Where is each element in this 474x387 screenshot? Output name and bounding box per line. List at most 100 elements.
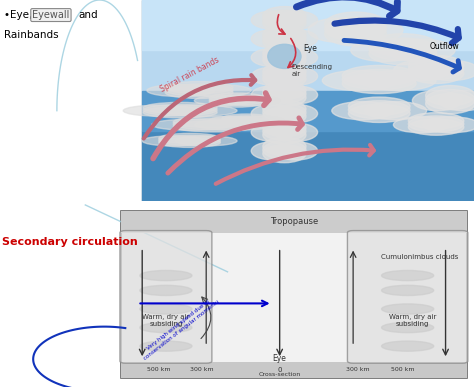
Ellipse shape	[263, 44, 306, 62]
Ellipse shape	[263, 104, 306, 122]
Ellipse shape	[382, 271, 434, 281]
Ellipse shape	[173, 116, 254, 128]
Ellipse shape	[159, 135, 220, 146]
Ellipse shape	[341, 18, 403, 42]
Ellipse shape	[409, 116, 464, 132]
Ellipse shape	[222, 118, 271, 127]
Ellipse shape	[210, 95, 264, 105]
Text: 300 km: 300 km	[190, 367, 213, 372]
Ellipse shape	[274, 67, 318, 85]
Ellipse shape	[274, 48, 318, 67]
Ellipse shape	[387, 39, 455, 62]
Ellipse shape	[263, 85, 306, 103]
Text: Cumulonimbus clouds: Cumulonimbus clouds	[381, 254, 458, 260]
Ellipse shape	[224, 96, 280, 106]
Ellipse shape	[175, 136, 237, 146]
Ellipse shape	[251, 11, 294, 29]
Ellipse shape	[351, 39, 419, 62]
Bar	[0, 0, 142, 201]
Ellipse shape	[263, 66, 306, 84]
Ellipse shape	[423, 60, 474, 80]
Ellipse shape	[382, 341, 434, 351]
Ellipse shape	[143, 104, 217, 116]
Ellipse shape	[342, 74, 416, 94]
Ellipse shape	[222, 116, 271, 125]
Ellipse shape	[251, 86, 294, 104]
Ellipse shape	[194, 96, 250, 106]
Ellipse shape	[140, 341, 192, 351]
Ellipse shape	[263, 89, 306, 107]
Text: Very high wind speed due to
conservation of angular momentu: Very high wind speed due to conservation…	[140, 294, 220, 361]
Ellipse shape	[393, 60, 449, 80]
Text: Eye: Eye	[273, 354, 287, 363]
Text: Eyewall: Eyewall	[32, 10, 70, 20]
Ellipse shape	[140, 304, 192, 314]
Ellipse shape	[274, 30, 318, 48]
Ellipse shape	[322, 70, 396, 91]
Bar	[142, 131, 474, 201]
Ellipse shape	[423, 117, 474, 133]
Text: Warm, dry air
subsiding: Warm, dry air subsiding	[389, 313, 436, 327]
Bar	[142, 91, 474, 131]
Bar	[121, 211, 467, 233]
Ellipse shape	[263, 141, 306, 159]
Ellipse shape	[235, 116, 284, 125]
Ellipse shape	[263, 100, 306, 118]
Ellipse shape	[210, 93, 264, 103]
Ellipse shape	[365, 102, 427, 120]
Text: Warm, dry air
subsiding: Warm, dry air subsiding	[142, 313, 190, 327]
Ellipse shape	[263, 25, 306, 43]
Bar	[142, 0, 474, 201]
Ellipse shape	[263, 137, 306, 156]
Ellipse shape	[183, 84, 251, 97]
Ellipse shape	[165, 84, 233, 96]
Text: and: and	[78, 10, 98, 20]
Bar	[142, 0, 474, 50]
Ellipse shape	[342, 69, 416, 89]
Ellipse shape	[251, 104, 294, 123]
Ellipse shape	[159, 137, 220, 147]
Ellipse shape	[147, 84, 215, 97]
Ellipse shape	[165, 82, 233, 94]
Ellipse shape	[325, 22, 386, 46]
Ellipse shape	[140, 271, 192, 281]
Ellipse shape	[348, 104, 410, 122]
Ellipse shape	[409, 119, 464, 135]
Text: Cross-section: Cross-section	[258, 372, 301, 377]
Ellipse shape	[195, 119, 275, 130]
Ellipse shape	[263, 122, 306, 140]
Ellipse shape	[210, 97, 264, 107]
Ellipse shape	[152, 119, 232, 130]
Ellipse shape	[263, 51, 306, 69]
Text: Descending
air: Descending air	[292, 64, 332, 77]
Ellipse shape	[163, 105, 237, 116]
Ellipse shape	[274, 11, 318, 29]
Ellipse shape	[426, 94, 474, 114]
Text: Eye: Eye	[303, 44, 317, 53]
Ellipse shape	[409, 59, 464, 79]
FancyBboxPatch shape	[347, 231, 468, 363]
Ellipse shape	[369, 38, 437, 60]
Text: Spiral rain bands: Spiral rain bands	[159, 55, 220, 94]
Ellipse shape	[263, 48, 306, 66]
Ellipse shape	[140, 285, 192, 296]
Ellipse shape	[263, 33, 306, 51]
Ellipse shape	[140, 322, 192, 333]
Ellipse shape	[308, 18, 370, 42]
Ellipse shape	[143, 107, 217, 118]
Ellipse shape	[263, 63, 306, 81]
Ellipse shape	[263, 29, 306, 47]
Ellipse shape	[332, 102, 393, 120]
Text: 0: 0	[277, 367, 282, 373]
Ellipse shape	[263, 107, 306, 125]
Ellipse shape	[251, 48, 294, 67]
Ellipse shape	[159, 133, 220, 143]
Ellipse shape	[251, 67, 294, 85]
Bar	[121, 362, 467, 378]
Text: 500 km: 500 km	[147, 367, 171, 372]
Text: Outflow: Outflow	[430, 42, 460, 51]
Ellipse shape	[393, 117, 449, 133]
Ellipse shape	[409, 113, 464, 129]
Ellipse shape	[268, 44, 301, 68]
Ellipse shape	[173, 119, 254, 130]
